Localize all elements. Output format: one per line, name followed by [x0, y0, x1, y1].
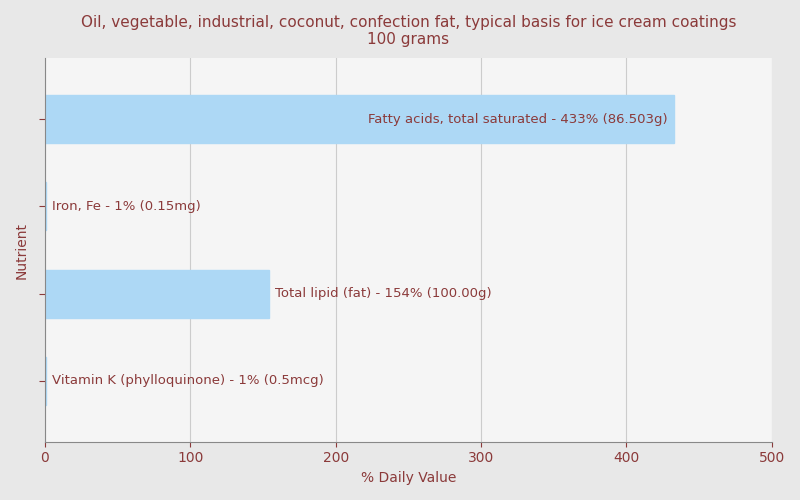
Bar — [45, 357, 46, 405]
Bar — [45, 96, 674, 144]
Bar — [45, 182, 46, 230]
Text: Vitamin K (phylloquinone) - 1% (0.5mcg): Vitamin K (phylloquinone) - 1% (0.5mcg) — [52, 374, 324, 387]
Y-axis label: Nutrient: Nutrient — [15, 222, 29, 278]
Bar — [45, 270, 269, 318]
X-axis label: % Daily Value: % Daily Value — [361, 471, 456, 485]
Text: Total lipid (fat) - 154% (100.00g): Total lipid (fat) - 154% (100.00g) — [274, 287, 491, 300]
Title: Oil, vegetable, industrial, coconut, confection fat, typical basis for ice cream: Oil, vegetable, industrial, coconut, con… — [81, 15, 736, 48]
Text: Fatty acids, total saturated - 433% (86.503g): Fatty acids, total saturated - 433% (86.… — [367, 113, 667, 126]
Text: Iron, Fe - 1% (0.15mg): Iron, Fe - 1% (0.15mg) — [52, 200, 201, 213]
